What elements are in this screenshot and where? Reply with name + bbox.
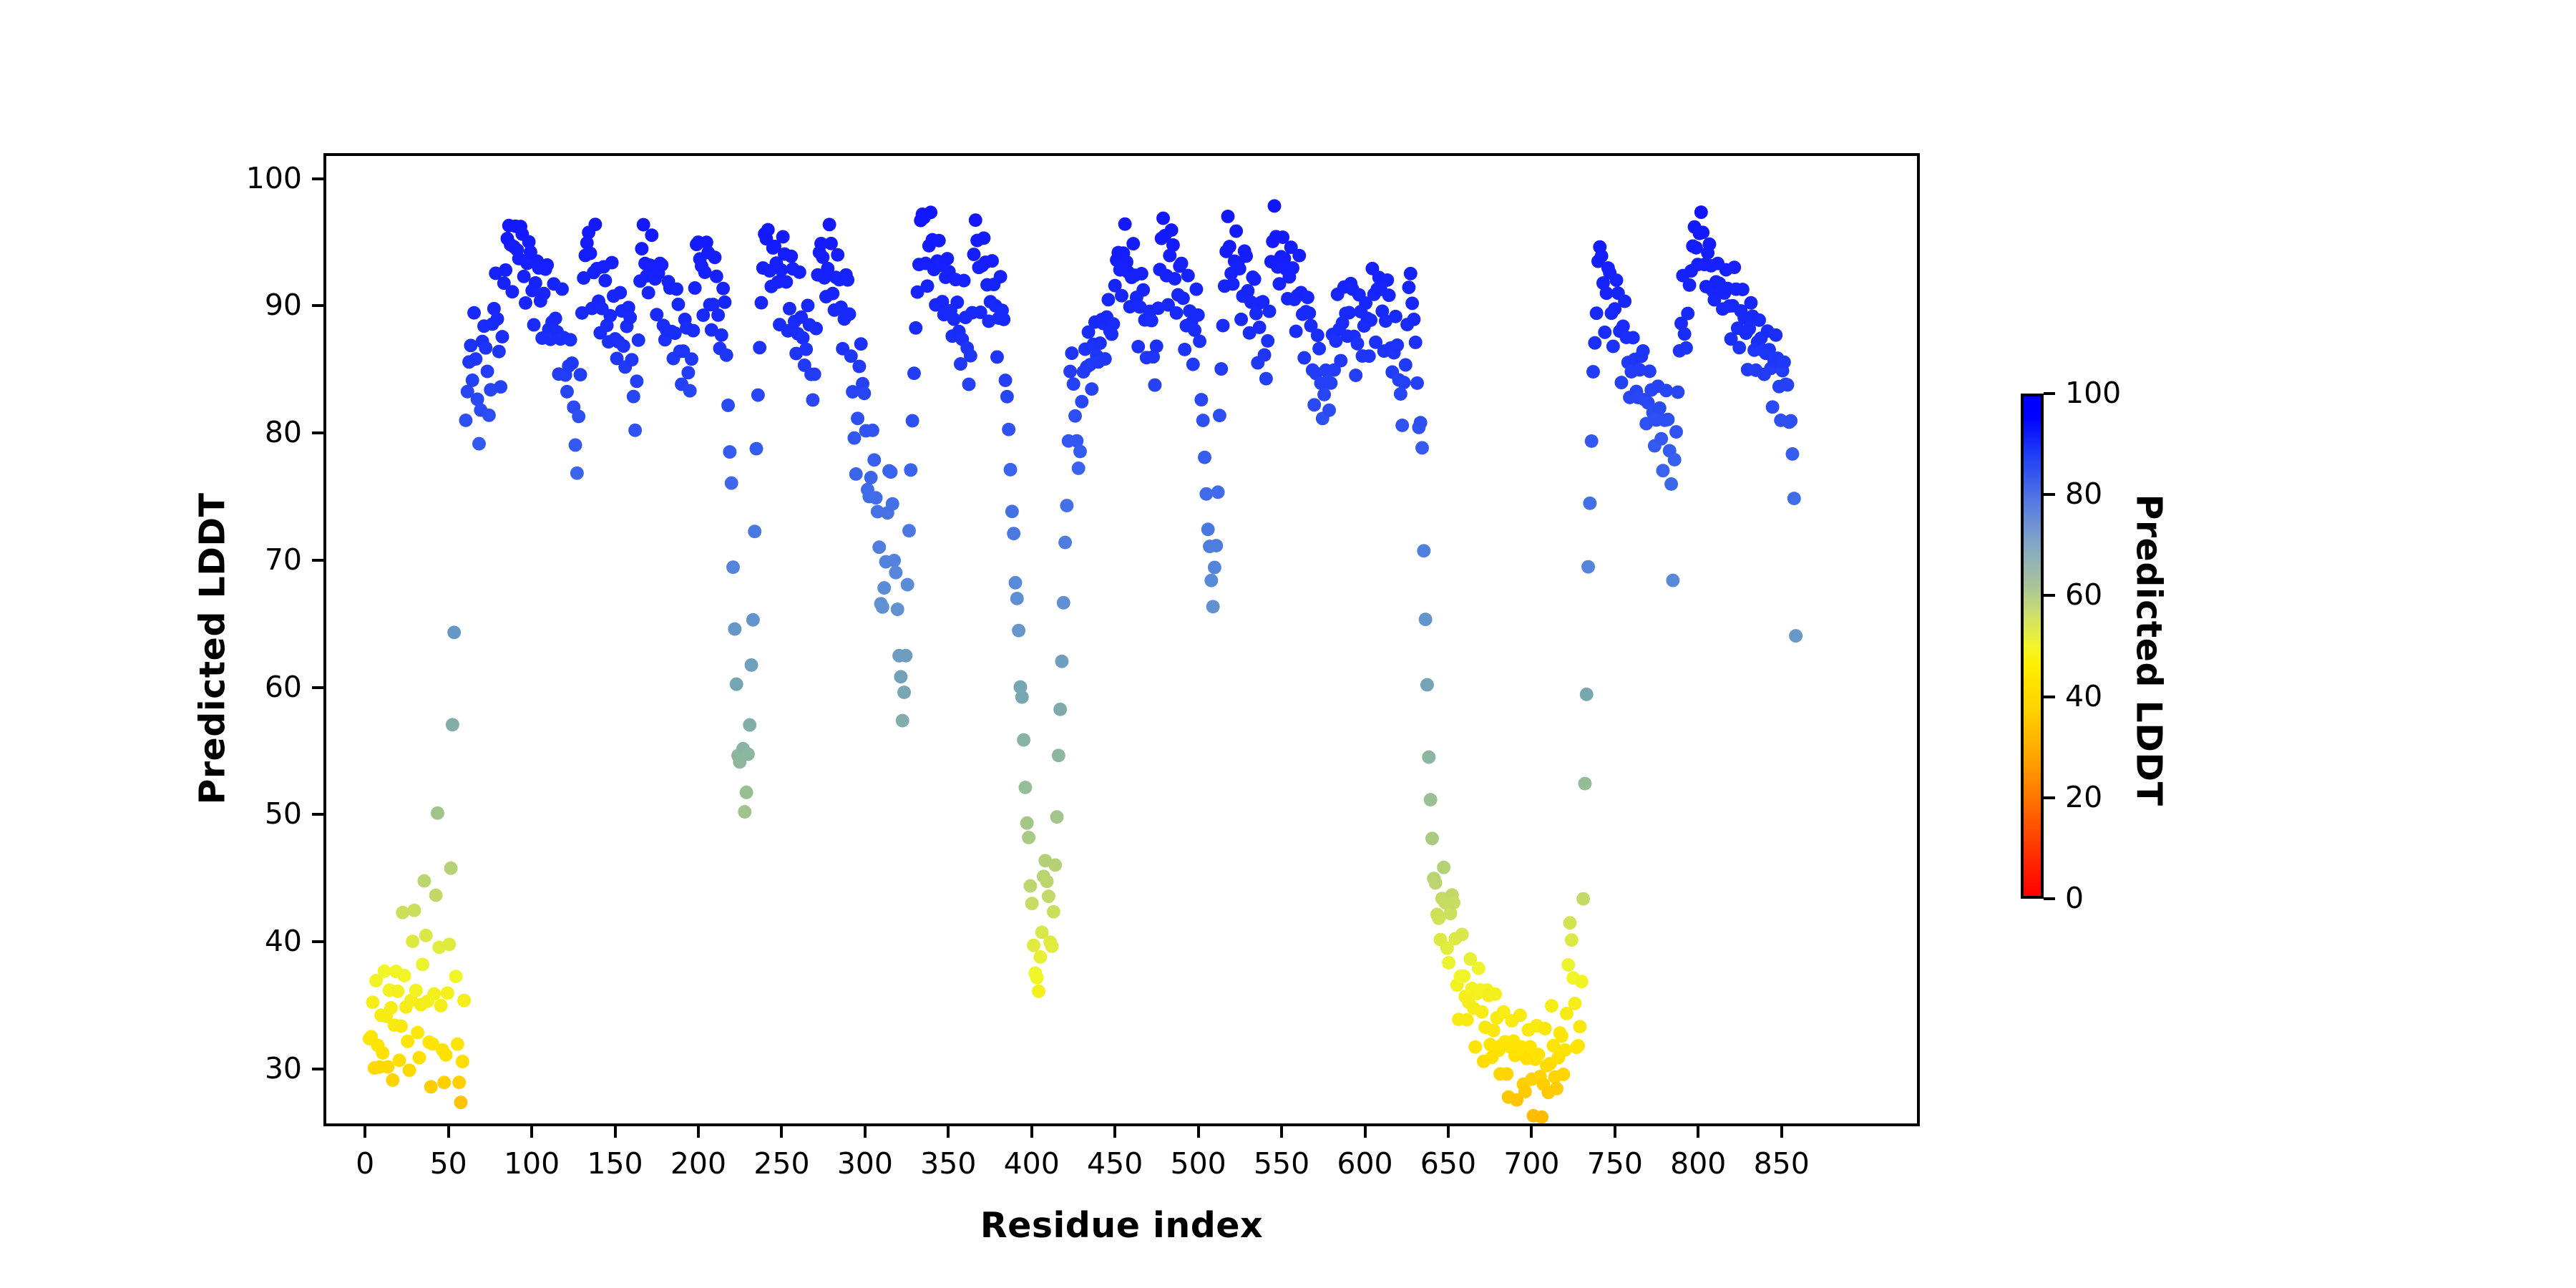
x-tick-label: 100: [503, 1146, 560, 1181]
y-tick-label: 50: [264, 796, 302, 831]
colorbar-tick-label: 40: [2065, 678, 2103, 713]
x-tick-mark: [1196, 1126, 1200, 1138]
x-tick-label: 300: [836, 1146, 893, 1181]
x-tick-mark: [1280, 1126, 1284, 1138]
colorbar-tick-label: 60: [2065, 577, 2103, 613]
x-tick-label: 350: [920, 1146, 977, 1181]
colorbar-label: Predicted LDDT: [2128, 494, 2170, 806]
colorbar-tick-label: 20: [2065, 779, 2103, 814]
x-tick-label: 700: [1503, 1146, 1560, 1181]
x-tick-label: 0: [356, 1146, 375, 1181]
y-tick-label: 60: [264, 669, 302, 704]
x-tick-label: 250: [753, 1146, 810, 1181]
y-tick-label: 40: [264, 924, 302, 959]
x-tick-mark: [1030, 1126, 1033, 1138]
x-tick-mark: [1446, 1126, 1450, 1138]
x-tick-mark: [1780, 1126, 1783, 1138]
x-tick-mark: [1613, 1126, 1616, 1138]
x-tick-mark: [530, 1126, 534, 1138]
colorbar-tick-mark: [2044, 796, 2055, 799]
x-tick-label: 750: [1586, 1146, 1643, 1181]
x-tick-label: 200: [670, 1146, 727, 1181]
x-tick-label: 50: [429, 1146, 467, 1181]
x-tick-mark: [613, 1126, 617, 1138]
x-tick-mark: [1697, 1126, 1700, 1138]
y-tick-label: 100: [245, 160, 302, 195]
y-tick-label: 80: [264, 415, 302, 450]
x-tick-label: 150: [587, 1146, 643, 1181]
x-tick-mark: [863, 1126, 867, 1138]
y-tick-mark: [312, 304, 323, 308]
x-tick-mark: [780, 1126, 784, 1138]
y-tick-label: 30: [264, 1051, 302, 1085]
y-tick-mark: [312, 431, 323, 435]
y-tick-mark: [312, 1068, 323, 1070]
y-tick-mark: [312, 813, 323, 816]
x-tick-mark: [1363, 1126, 1367, 1138]
y-axis-label: Predicted LDDT: [192, 492, 233, 805]
x-tick-label: 400: [1003, 1146, 1060, 1181]
colorbar-tick-label: 0: [2065, 881, 2084, 915]
x-tick-label: 450: [1087, 1146, 1143, 1181]
y-tick-mark: [312, 558, 323, 562]
scatter-plot-axes: [323, 153, 1920, 1126]
x-tick-mark: [1113, 1126, 1117, 1138]
x-tick-label: 550: [1253, 1146, 1310, 1181]
scatter-points-layer: [362, 199, 1803, 1123]
x-tick-label: 650: [1420, 1146, 1477, 1181]
colorbar-tick-mark: [2044, 392, 2055, 395]
x-tick-label: 800: [1670, 1146, 1727, 1181]
colorbar-tick-mark: [2044, 695, 2055, 698]
y-tick-label: 90: [264, 288, 302, 323]
x-tick-mark: [947, 1126, 950, 1138]
x-axis-label: Residue index: [980, 1205, 1264, 1246]
x-tick-label: 600: [1337, 1146, 1393, 1181]
colorbar-tick-label: 80: [2065, 477, 2103, 512]
x-tick-label: 850: [1753, 1146, 1810, 1181]
x-tick-label: 500: [1170, 1146, 1226, 1181]
x-tick-mark: [364, 1126, 367, 1138]
y-tick-mark: [312, 940, 323, 944]
y-tick-label: 70: [264, 542, 302, 577]
x-tick-mark: [696, 1126, 700, 1138]
y-tick-mark: [312, 686, 323, 689]
y-tick-mark: [312, 177, 323, 180]
x-tick-mark: [1530, 1126, 1533, 1138]
colorbar-tick-label: 100: [2065, 376, 2122, 410]
colorbar-gradient: [2021, 394, 2044, 899]
x-tick-mark: [447, 1126, 450, 1138]
colorbar-tick-mark: [2044, 594, 2055, 597]
colorbar-tick-mark: [2044, 897, 2055, 900]
colorbar-tick-mark: [2044, 493, 2055, 497]
